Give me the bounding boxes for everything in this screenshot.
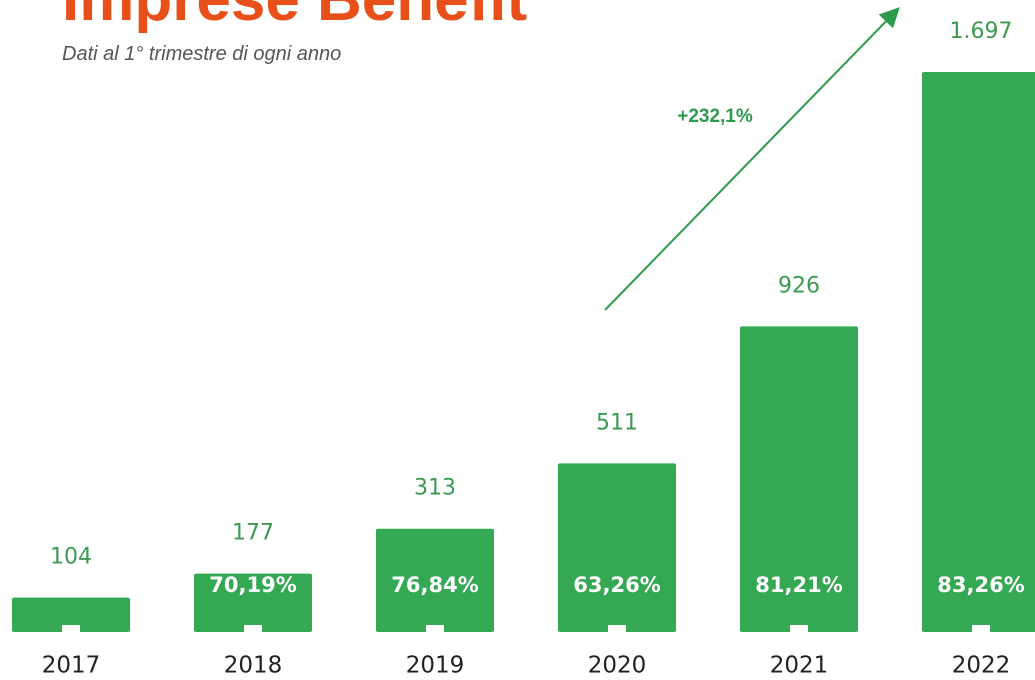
x-tick-label: 2018 — [224, 653, 283, 679]
bar-notch — [790, 625, 808, 632]
value-label: 104 — [50, 545, 92, 570]
value-label: 1.697 — [950, 19, 1013, 44]
x-tick-label: 2022 — [952, 653, 1011, 679]
x-tick-label: 2021 — [770, 653, 829, 679]
x-tick-label: 2019 — [406, 653, 465, 679]
bar-label: 63,26% — [573, 573, 660, 597]
bar-notch — [244, 625, 262, 632]
chart-title: Imprese Benefit — [62, 0, 527, 34]
bar-label: 81,21% — [755, 573, 842, 597]
bar-label: 70,19% — [209, 573, 296, 597]
bar-label: 83,26% — [937, 573, 1024, 597]
x-tick-label: 2020 — [588, 653, 647, 679]
value-label: 511 — [596, 410, 638, 435]
bar-notch — [972, 625, 990, 632]
annotation: +232,1% — [677, 106, 753, 127]
bar — [740, 326, 858, 632]
bar-notch — [608, 625, 626, 632]
value-label: 177 — [232, 521, 274, 546]
bar — [194, 573, 312, 632]
bar-label: 76,84% — [391, 573, 478, 597]
value-label: 926 — [778, 273, 820, 298]
bar — [376, 528, 494, 632]
bar-notch — [62, 625, 80, 632]
bar — [12, 597, 130, 632]
bar-notch — [426, 625, 444, 632]
chart-subtitle: Dati al 1° trimestre di ogni anno — [62, 43, 341, 65]
x-tick-label: 2017 — [42, 653, 101, 679]
bar — [922, 72, 1035, 632]
bar — [558, 463, 676, 632]
value-label: 313 — [414, 476, 456, 501]
growth-arrow — [604, 7, 900, 311]
